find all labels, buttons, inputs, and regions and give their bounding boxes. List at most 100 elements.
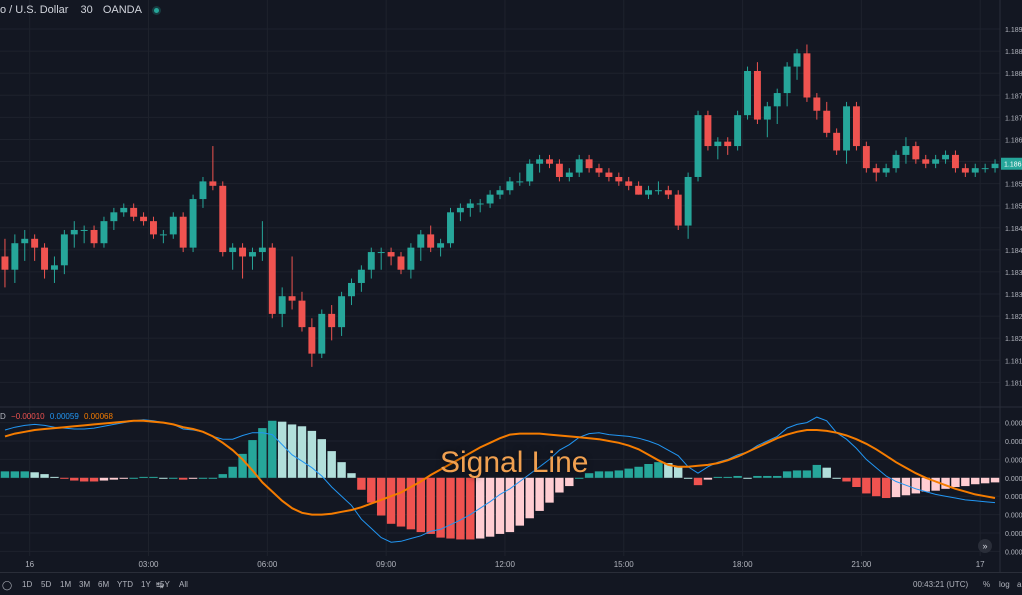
candle[interactable] xyxy=(70,221,78,248)
percent-toggle[interactable]: % xyxy=(983,580,991,589)
candle[interactable] xyxy=(734,110,742,151)
calendar-icon[interactable]: ◯ xyxy=(2,580,13,590)
candle[interactable] xyxy=(80,225,88,244)
candle[interactable] xyxy=(555,159,563,182)
candle[interactable] xyxy=(169,212,177,239)
candle[interactable] xyxy=(60,229,68,275)
candle[interactable] xyxy=(892,150,900,173)
candle[interactable] xyxy=(120,203,128,217)
candle[interactable] xyxy=(31,234,39,261)
candle[interactable] xyxy=(961,163,969,177)
candle[interactable] xyxy=(209,146,217,191)
candle[interactable] xyxy=(397,252,405,275)
symbol-title[interactable]: o / U.S. Dollar 30 OANDA xyxy=(0,4,160,16)
compare-range-icon[interactable]: ↹ xyxy=(156,580,164,590)
candle[interactable] xyxy=(318,309,326,359)
range-button-1d[interactable]: 1D xyxy=(22,580,33,589)
candle[interactable] xyxy=(130,203,138,222)
candle[interactable] xyxy=(140,212,148,226)
candle[interactable] xyxy=(377,247,385,270)
time-axis[interactable]: 1603:0006:0009:0012:0015:0018:0021:00170… xyxy=(25,560,1022,569)
candle[interactable] xyxy=(338,291,346,336)
candle[interactable] xyxy=(951,150,959,173)
candle[interactable] xyxy=(1,238,9,288)
range-button-5d[interactable]: 5D xyxy=(41,580,52,589)
candle[interactable] xyxy=(516,172,524,186)
candle[interactable] xyxy=(852,101,860,151)
candle[interactable] xyxy=(882,163,890,177)
candle[interactable] xyxy=(605,168,613,182)
candle[interactable] xyxy=(486,190,494,208)
candle[interactable] xyxy=(645,185,652,200)
candle[interactable] xyxy=(654,181,662,195)
candle[interactable] xyxy=(328,305,336,341)
candle[interactable] xyxy=(526,159,534,186)
candle[interactable] xyxy=(357,265,365,292)
candle[interactable] xyxy=(704,110,712,151)
candle[interactable] xyxy=(159,229,167,244)
candle[interactable] xyxy=(793,48,801,80)
auto-toggle[interactable]: a xyxy=(1017,580,1022,589)
candle[interactable] xyxy=(189,194,197,253)
candle[interactable] xyxy=(546,154,553,169)
candle[interactable] xyxy=(625,176,633,191)
range-button-1m[interactable]: 1M xyxy=(60,580,72,589)
candle[interactable] xyxy=(595,163,603,177)
candle[interactable] xyxy=(803,44,811,102)
candle[interactable] xyxy=(813,93,821,120)
candle[interactable] xyxy=(308,318,316,367)
candle[interactable] xyxy=(536,154,544,173)
candle[interactable] xyxy=(367,247,375,279)
candle[interactable] xyxy=(694,110,702,182)
candle[interactable] xyxy=(635,181,643,195)
candle[interactable] xyxy=(862,141,870,173)
candle[interactable] xyxy=(219,181,227,257)
candle[interactable] xyxy=(773,88,781,124)
candle[interactable] xyxy=(348,278,355,306)
candle[interactable] xyxy=(427,225,435,253)
log-toggle[interactable]: log xyxy=(999,580,1010,589)
candle[interactable] xyxy=(50,256,58,283)
candle[interactable] xyxy=(674,190,682,230)
clock-time[interactable]: 00:43:21 (UTC) xyxy=(913,580,969,589)
candle[interactable] xyxy=(981,163,989,173)
candle[interactable] xyxy=(278,287,286,328)
candle[interactable] xyxy=(199,176,207,208)
candle[interactable] xyxy=(942,150,950,164)
candle[interactable] xyxy=(714,137,722,160)
candle[interactable] xyxy=(150,216,157,239)
candle[interactable] xyxy=(447,207,454,248)
candle[interactable] xyxy=(506,176,514,195)
candle[interactable] xyxy=(823,101,831,138)
signal-line[interactable] xyxy=(4,419,996,516)
candle[interactable] xyxy=(753,62,761,124)
candle[interactable] xyxy=(229,243,237,270)
macd-legend[interactable]: D −0.00010 0.00059 0.00068 xyxy=(0,412,113,421)
candle[interactable] xyxy=(110,207,118,230)
range-button-all[interactable]: All xyxy=(179,580,188,589)
scroll-to-realtime-button[interactable]: » xyxy=(978,539,992,553)
candle[interactable] xyxy=(466,199,474,217)
candle[interactable] xyxy=(268,243,276,319)
candlestick-series[interactable] xyxy=(1,44,999,367)
candle[interactable] xyxy=(179,212,187,253)
candle[interactable] xyxy=(872,163,880,182)
candle[interactable] xyxy=(744,66,751,120)
candle[interactable] xyxy=(575,154,583,177)
candle[interactable] xyxy=(565,168,573,182)
candle[interactable] xyxy=(288,256,296,310)
range-button-ytd[interactable]: YTD xyxy=(117,580,133,589)
price-axis[interactable]: 1.189 1.188 1.188 1.187 1.187 1.186 1.186 1.185… xyxy=(1005,27,1022,387)
candle[interactable] xyxy=(843,101,850,164)
candle[interactable] xyxy=(456,203,464,222)
candle[interactable] xyxy=(21,229,29,261)
candle[interactable] xyxy=(476,199,484,213)
candle[interactable] xyxy=(783,62,791,107)
candle[interactable] xyxy=(724,137,732,155)
candle[interactable] xyxy=(585,154,593,173)
candle[interactable] xyxy=(615,172,623,186)
range-button-5y[interactable]: 5Y xyxy=(160,580,170,589)
candle[interactable] xyxy=(100,216,108,248)
candle[interactable] xyxy=(90,225,98,248)
candle[interactable] xyxy=(41,243,49,279)
